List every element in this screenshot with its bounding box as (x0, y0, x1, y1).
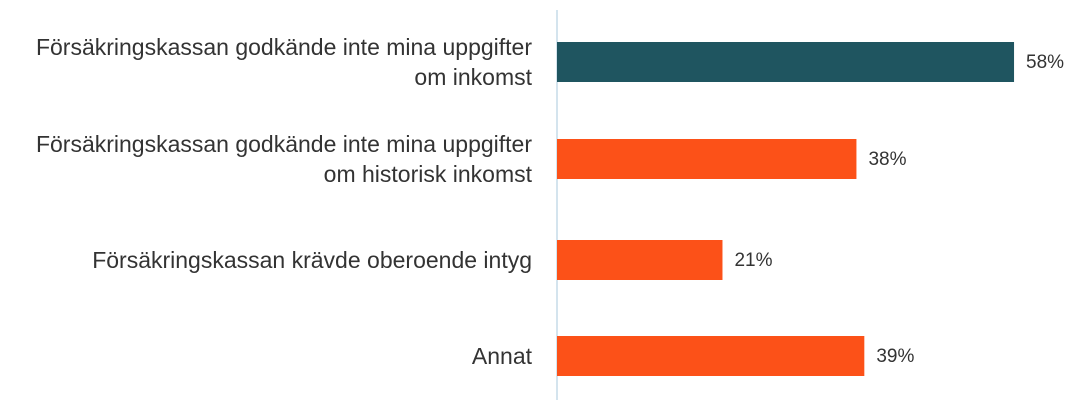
category-label: Försäkringskassan godkände inte mina upp… (35, 131, 532, 187)
bar (557, 42, 1015, 82)
value-label: 38% (868, 149, 906, 170)
value-label: 39% (876, 346, 914, 367)
category-label: Annat (471, 343, 532, 369)
bar (557, 139, 857, 179)
bar (557, 336, 865, 376)
category-label: Försäkringskassan krävde oberoende intyg (92, 247, 532, 273)
bar (557, 240, 723, 280)
category-label: Försäkringskassan godkände inte mina upp… (35, 34, 532, 90)
value-label: 21% (734, 250, 772, 271)
value-label: 58% (1026, 52, 1064, 73)
